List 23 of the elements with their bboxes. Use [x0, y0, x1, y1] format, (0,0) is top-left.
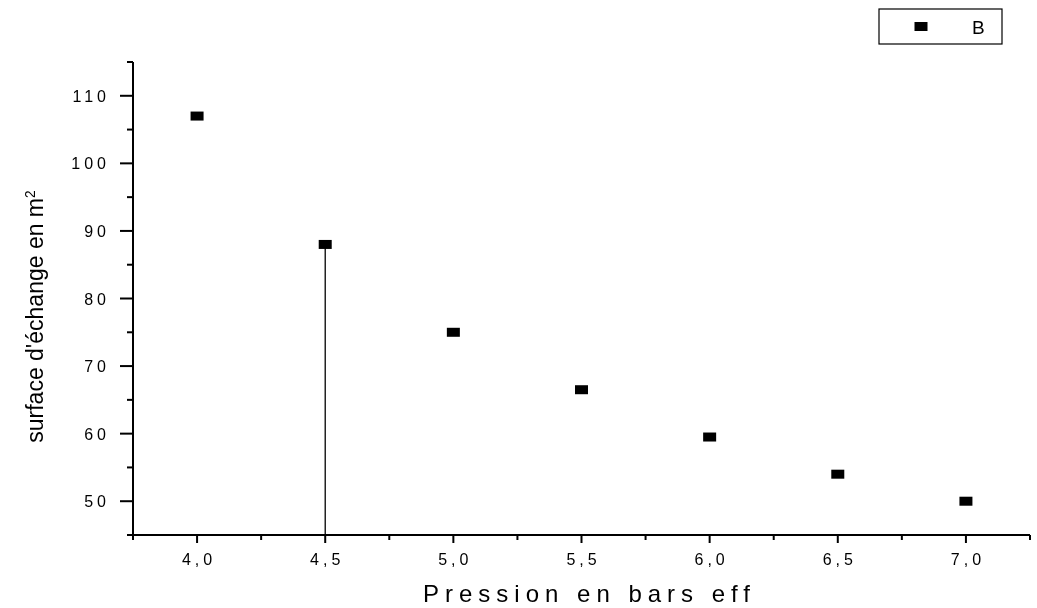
x-tick-label: 4,0 [181, 551, 217, 568]
x-tick-label: 5,5 [566, 551, 601, 568]
point [831, 469, 845, 479]
point [575, 385, 588, 395]
point [446, 327, 460, 337]
point [190, 111, 204, 121]
x-tick-label: 6,5 [822, 551, 857, 568]
y-tick-label: 100 [71, 155, 110, 173]
legend-label: B [972, 16, 985, 38]
x-tick-label: 4,5 [310, 551, 345, 568]
point [703, 432, 717, 442]
point [318, 239, 332, 249]
y-tick-label: 50 [84, 493, 110, 511]
x-tick-label: 7,0 [950, 551, 986, 568]
x-tick-label: 5,0 [438, 551, 473, 568]
y-tick-label: 70 [84, 358, 110, 376]
point [959, 496, 973, 506]
y-tick-label: 80 [84, 290, 110, 308]
y-tick-label: 110 [72, 87, 110, 105]
y-tick-label: 60 [84, 425, 110, 443]
x-tick-label: 6,0 [694, 551, 729, 568]
x-axis-title: Pression en bars eff [422, 580, 757, 607]
y-tick-label: 90 [84, 222, 110, 240]
